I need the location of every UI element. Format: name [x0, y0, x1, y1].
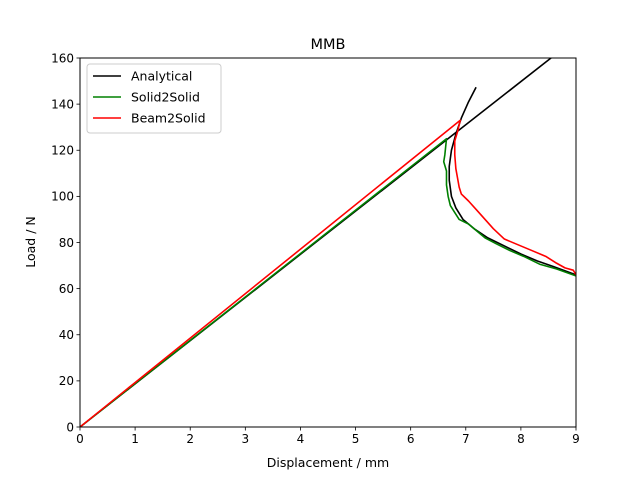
y-tick-label: 60: [59, 282, 74, 296]
legend-label-beam2solid: Beam2Solid: [131, 111, 206, 126]
x-tick-label: 5: [352, 432, 360, 446]
legend: Analytical Solid2Solid Beam2Solid: [86, 63, 222, 134]
x-tick-label: 2: [186, 432, 194, 446]
x-axis: 0 1 2 3 4 5 6 7 8 9: [76, 427, 580, 446]
x-tick-label: 1: [131, 432, 139, 446]
x-tick-label: 0: [76, 432, 84, 446]
y-tick-label: 140: [51, 97, 74, 111]
y-tick-label: 160: [51, 51, 74, 65]
x-tick-label: 8: [517, 432, 525, 446]
legend-label-analytical: Analytical: [131, 69, 192, 84]
x-tick-label: 7: [462, 432, 470, 446]
series-line-beam2solid: [80, 119, 576, 427]
y-tick-label: 0: [66, 420, 74, 434]
y-tick-label: 80: [59, 236, 74, 250]
series-line-solid2solid: [80, 137, 576, 427]
y-tick-label: 120: [51, 144, 74, 158]
y-tick-label: 100: [51, 190, 74, 204]
x-tick-label: 4: [297, 432, 305, 446]
y-tick-label: 40: [59, 328, 74, 342]
x-tick-label: 9: [572, 432, 580, 446]
y-tick-label: 20: [59, 374, 74, 388]
legend-box: [86, 63, 222, 134]
chart-title: MMB: [311, 37, 346, 53]
legend-label-solid2solid: Solid2Solid: [131, 90, 200, 105]
series-layer: [80, 58, 576, 427]
y-axis-label: Load / N: [23, 216, 38, 268]
x-tick-label: 6: [407, 432, 415, 446]
x-tick-label: 3: [242, 432, 250, 446]
x-axis-label: Displacement / mm: [267, 455, 389, 470]
y-axis: 0 20 40 60 80 100 120 140 160: [51, 51, 80, 434]
